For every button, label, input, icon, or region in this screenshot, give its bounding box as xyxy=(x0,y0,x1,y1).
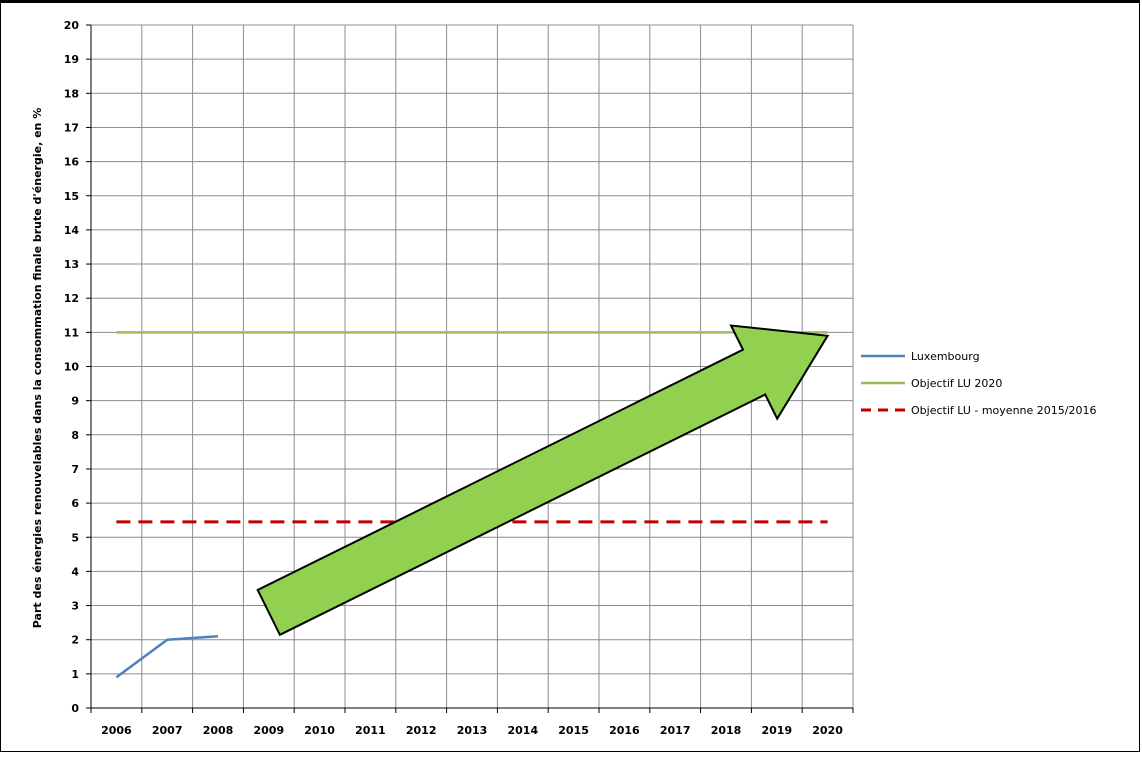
y-tick-label: 0 xyxy=(71,702,79,715)
y-tick-label: 16 xyxy=(64,156,80,169)
legend-label-2: Objectif LU - moyenne 2015/2016 xyxy=(911,404,1096,417)
x-tick-label: 2009 xyxy=(253,724,284,737)
y-tick-label: 13 xyxy=(64,258,79,271)
y-tick-label: 2 xyxy=(71,634,79,647)
legend-label-0: Luxembourg xyxy=(911,350,980,363)
x-tick-label: 2014 xyxy=(507,724,538,737)
x-tick-label: 2016 xyxy=(609,724,640,737)
y-tick-label: 11 xyxy=(64,326,79,339)
y-tick-label: 19 xyxy=(64,53,79,66)
y-tick-label: 8 xyxy=(71,429,79,442)
legend-label-1: Objectif LU 2020 xyxy=(911,377,1002,390)
y-tick-label: 20 xyxy=(64,19,80,32)
y-tick-label: 15 xyxy=(64,190,79,203)
x-tick-labels: 2006 2007 2008 2009 2010 2011 2012 2013 2014 2015… xyxy=(101,724,843,737)
x-tick-label: 2020 xyxy=(812,724,843,737)
y-tick-label: 18 xyxy=(64,87,79,100)
axes xyxy=(86,24,854,713)
x-tick-label: 2010 xyxy=(304,724,335,737)
x-tick-label: 2007 xyxy=(152,724,183,737)
y-tick-label: 6 xyxy=(71,497,79,510)
y-tick-label: 14 xyxy=(64,224,80,237)
annotations xyxy=(256,324,830,637)
y-tick-label: 5 xyxy=(71,531,79,544)
x-tick-label: 2012 xyxy=(406,724,437,737)
y-tick-label: 10 xyxy=(64,361,80,374)
y-tick-label: 4 xyxy=(71,565,79,578)
trend-arrow-0 xyxy=(256,324,830,637)
gridlines xyxy=(91,24,854,708)
x-tick-label: 2013 xyxy=(457,724,488,737)
y-tick-label: 7 xyxy=(71,463,79,476)
x-tick-label: 2011 xyxy=(355,724,386,737)
y-tick-label: 9 xyxy=(71,395,79,408)
x-tick-label: 2017 xyxy=(660,724,691,737)
x-tick-label: 2018 xyxy=(711,724,742,737)
y-tick-label: 17 xyxy=(64,121,79,134)
y-tick-label: 1 xyxy=(71,668,79,681)
y-tick-label: 12 xyxy=(64,292,79,305)
x-tick-label: 2008 xyxy=(203,724,234,737)
x-tick-label: 2015 xyxy=(558,724,589,737)
y-tick-label: 3 xyxy=(71,600,79,613)
x-tick-label: 2006 xyxy=(101,724,132,737)
legend: Luxembourg Objectif LU 2020 Objectif LU - … xyxy=(861,350,1096,417)
x-tick-label: 2019 xyxy=(761,724,792,737)
y-axis-label: Part des énergies renouvelables dans la … xyxy=(31,108,44,628)
series-line-0 xyxy=(115,635,219,679)
